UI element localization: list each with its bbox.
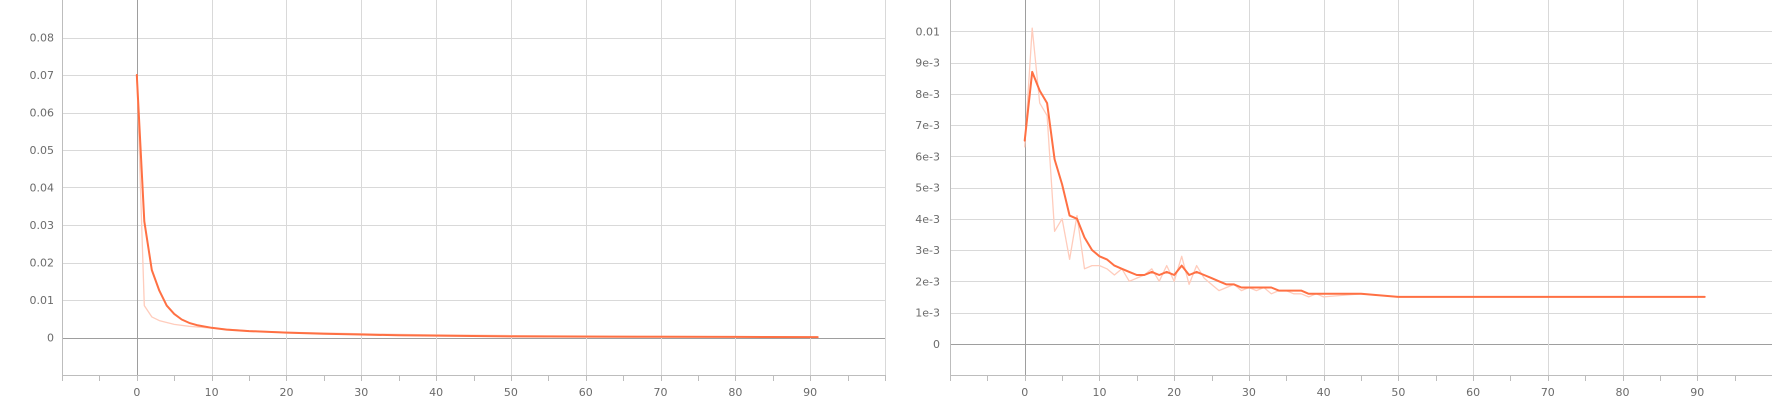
x-tick-label: 20 xyxy=(279,386,293,399)
series-line-smoothed xyxy=(1023,70,1706,298)
x-tick-label: 30 xyxy=(354,386,368,399)
x-tick-label: 90 xyxy=(803,386,817,399)
y-tick-label: 2e-3 xyxy=(915,275,940,288)
chart-2: 0 1e-3 2e-3 3e-3 4e-3 5e-3 6e-3 7e-3 8e-3 9e-3 0.0… xyxy=(915,0,1772,399)
y-tick-label: 0 xyxy=(933,338,940,351)
y-tick-label: 0.07 xyxy=(30,69,55,82)
x-tick-label: 70 xyxy=(654,386,668,399)
y-tick-label: 0.05 xyxy=(30,144,55,157)
y-tick-label: 7e-3 xyxy=(915,119,940,132)
x-tick-label: 90 xyxy=(1690,386,1704,399)
x-tick-label: 60 xyxy=(1466,386,1480,399)
y-tick-label: 6e-3 xyxy=(915,150,940,163)
y-tick-label: 0.03 xyxy=(30,219,55,232)
x-tick-label: 80 xyxy=(1616,386,1630,399)
x-tick-label: 60 xyxy=(579,386,593,399)
y-tick-label: 5e-3 xyxy=(915,182,940,195)
y-tick-label: 4e-3 xyxy=(915,213,940,226)
x-tick-label: 40 xyxy=(429,386,443,399)
x-tick-label: 80 xyxy=(728,386,742,399)
x-tick-label: 50 xyxy=(1391,386,1405,399)
series-line-raw xyxy=(136,74,819,338)
x-tick-label: 10 xyxy=(205,386,219,399)
y-tick-label: 1e-3 xyxy=(915,307,940,320)
x-tick-label: 0 xyxy=(133,386,140,399)
y-tick-label: 0.01 xyxy=(916,25,941,38)
y-tick-label: 0.04 xyxy=(30,182,55,195)
x-tick-label: 40 xyxy=(1317,386,1331,399)
series-line-raw xyxy=(1024,27,1706,298)
y-tick-label: 0.01 xyxy=(30,294,55,307)
x-tick-label: 30 xyxy=(1242,386,1256,399)
y-tick-label: 3e-3 xyxy=(915,244,940,257)
y-tick-label: 0.06 xyxy=(30,107,55,120)
y-tick-label: 9e-3 xyxy=(915,57,940,70)
series-line-smoothed xyxy=(135,74,819,339)
chart-1: 0 0.01 0.02 0.03 0.04 0.05 0.06 0.07 0.08 0 10 20 30… xyxy=(30,0,886,399)
x-tick-label: 70 xyxy=(1541,386,1555,399)
y-tick-label: 0.02 xyxy=(30,257,55,270)
x-tick-label: 50 xyxy=(504,386,518,399)
x-tick-label: 20 xyxy=(1167,386,1181,399)
x-tick-label: 10 xyxy=(1092,386,1106,399)
x-tick-label: 0 xyxy=(1021,386,1028,399)
y-tick-label: 0.08 xyxy=(30,32,55,45)
y-tick-label: 0 xyxy=(47,332,54,345)
y-tick-label: 8e-3 xyxy=(915,88,940,101)
